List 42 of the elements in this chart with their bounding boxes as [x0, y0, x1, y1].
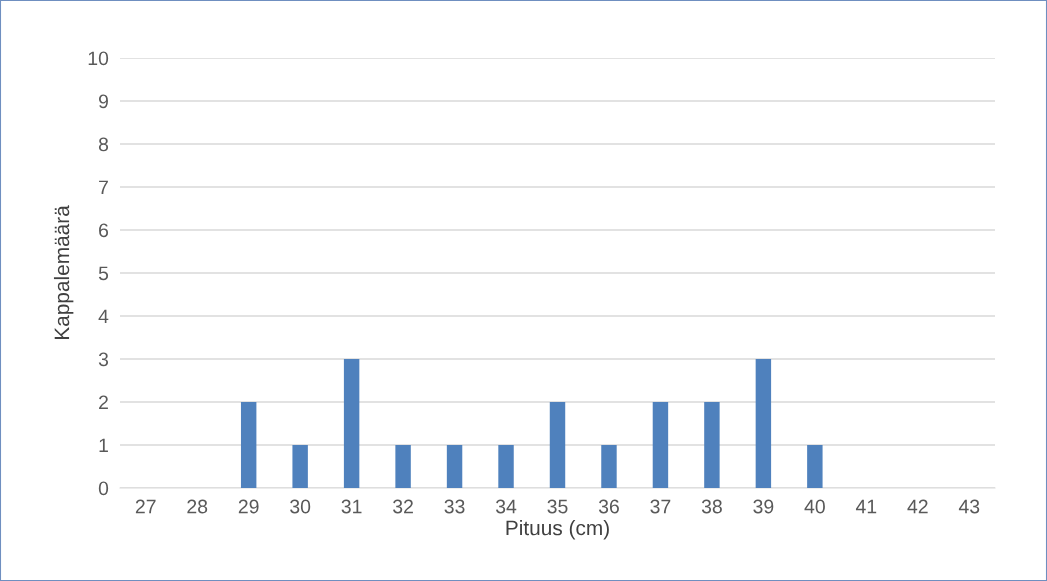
bar	[652, 402, 669, 488]
bar	[807, 445, 823, 488]
y-tick-label: 4	[98, 309, 109, 324]
bar	[292, 445, 308, 488]
bar	[601, 445, 617, 488]
x-tick-label: 42	[907, 499, 928, 514]
x-tick-label: 43	[958, 499, 980, 514]
bar	[704, 402, 720, 488]
y-tick-label: 2	[99, 395, 108, 410]
x-tick-label: 38	[701, 499, 722, 514]
y-tick-label: 6	[99, 223, 109, 238]
x-tick-label: 35	[547, 499, 568, 514]
x-tick-label: 29	[238, 499, 259, 514]
bar	[446, 445, 463, 488]
x-tick-label: 31	[341, 499, 362, 514]
y-tick-label: 0	[98, 481, 109, 496]
x-tick-label: 30	[290, 499, 311, 514]
bar	[549, 402, 566, 488]
x-tick-label: 36	[598, 499, 619, 514]
y-tick-label: 8	[98, 137, 109, 152]
bar	[395, 445, 411, 488]
x-tick-label: 32	[393, 499, 413, 514]
x-tick-label: 41	[855, 499, 877, 514]
y-tick-label: 1	[99, 438, 108, 453]
y-tick-label: 10	[88, 51, 109, 66]
bar	[343, 359, 360, 488]
x-tick-label: 39	[753, 499, 774, 514]
x-tick-label: 34	[495, 499, 517, 514]
y-tick-label: 7	[99, 180, 108, 195]
x-tick-label: 37	[650, 499, 671, 514]
bar	[755, 359, 772, 488]
x-axis-title: Pituus (cm)	[506, 520, 609, 540]
y-tick-label: 5	[98, 266, 109, 281]
x-tick-label: 33	[444, 499, 465, 514]
bar	[498, 445, 514, 488]
y-axis-title: Kappalemäärä	[53, 205, 74, 340]
x-tick-label: 28	[187, 499, 208, 514]
y-tick-label: 9	[98, 94, 108, 109]
bar	[240, 402, 257, 488]
x-tick-label: 40	[804, 499, 825, 514]
x-tick-label: 27	[135, 499, 156, 514]
y-tick-label: 3	[98, 352, 109, 367]
